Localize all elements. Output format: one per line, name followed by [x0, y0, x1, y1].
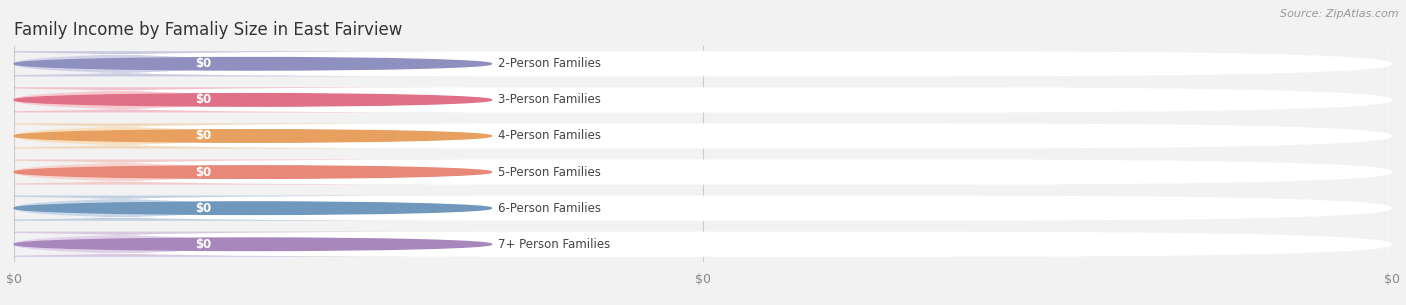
FancyBboxPatch shape: [0, 87, 477, 113]
Text: Source: ZipAtlas.com: Source: ZipAtlas.com: [1281, 9, 1399, 19]
FancyBboxPatch shape: [0, 160, 477, 185]
Text: $0: $0: [195, 202, 211, 215]
Circle shape: [14, 166, 492, 178]
Text: 6-Person Families: 6-Person Families: [498, 202, 602, 215]
FancyBboxPatch shape: [0, 196, 477, 221]
Text: $0: $0: [195, 238, 211, 251]
Circle shape: [14, 238, 492, 250]
Text: 5-Person Families: 5-Person Families: [498, 166, 602, 178]
Text: 4-Person Families: 4-Person Families: [498, 130, 602, 142]
Circle shape: [14, 94, 492, 106]
FancyBboxPatch shape: [14, 196, 1392, 221]
Text: 7+ Person Families: 7+ Person Families: [498, 238, 610, 251]
FancyBboxPatch shape: [14, 123, 1392, 149]
Circle shape: [14, 130, 492, 142]
Text: Family Income by Famaliy Size in East Fairview: Family Income by Famaliy Size in East Fa…: [14, 21, 402, 39]
FancyBboxPatch shape: [14, 87, 1392, 113]
Circle shape: [14, 58, 492, 70]
FancyBboxPatch shape: [0, 51, 477, 77]
Text: 3-Person Families: 3-Person Families: [498, 93, 602, 106]
Text: $0: $0: [195, 130, 211, 142]
Text: $0: $0: [195, 93, 211, 106]
FancyBboxPatch shape: [14, 160, 1392, 185]
Text: $0: $0: [195, 57, 211, 70]
Circle shape: [14, 202, 492, 214]
FancyBboxPatch shape: [0, 231, 477, 257]
Text: 2-Person Families: 2-Person Families: [498, 57, 602, 70]
FancyBboxPatch shape: [14, 231, 1392, 257]
FancyBboxPatch shape: [0, 123, 477, 149]
FancyBboxPatch shape: [14, 51, 1392, 77]
Text: $0: $0: [195, 166, 211, 178]
